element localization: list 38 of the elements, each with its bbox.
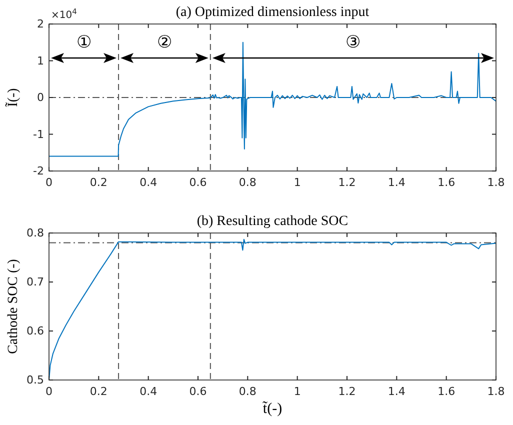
- x-tick-label: 1.4: [388, 385, 406, 398]
- annotation: ①: [76, 32, 92, 52]
- y-tick-label: -1: [33, 128, 44, 141]
- x-tick-label: 1.2: [338, 385, 356, 398]
- y-tick-label: 0.6: [26, 324, 44, 338]
- x-tick-label: 1: [294, 176, 301, 189]
- x-tick-label: 1.4: [388, 176, 406, 189]
- x-tick-label: 1.6: [438, 385, 456, 398]
- x-tick-label: 0: [46, 385, 52, 398]
- chart-title: (a) Optimized dimensionless input: [176, 5, 370, 20]
- x-tick-label: 1.8: [487, 176, 505, 189]
- y-tick-label: -2: [33, 164, 44, 178]
- x-tick-label: 1.2: [338, 176, 356, 189]
- x-tick-label: 0.6: [189, 385, 207, 398]
- annotation: ②: [156, 32, 172, 52]
- x-tick-label: 0: [46, 176, 52, 189]
- text: ×10$^{4}$: [51, 6, 78, 21]
- x-tick-label: 0.2: [90, 176, 108, 189]
- x-tick-label: 0.8: [238, 176, 256, 189]
- y-tick-label: 0.5: [26, 374, 44, 386]
- y-tick-label: 0.7: [26, 276, 44, 288]
- x-tick-label: 1.8: [487, 385, 505, 398]
- x-tick-label: 1.6: [438, 176, 456, 189]
- y-tick-label: 0: [37, 91, 44, 104]
- x-axis-title: t̃(-): [262, 400, 282, 417]
- y-tick-label: 1: [37, 54, 44, 68]
- y-axis-title: Ĩ(-): [5, 88, 21, 107]
- x-tick-label: 0.4: [140, 176, 158, 189]
- x-tick-label: 0.4: [140, 385, 158, 398]
- x-tick-label: 0.2: [90, 385, 108, 398]
- y-tick-label: 0.8: [26, 226, 44, 240]
- x-tick-label: 0.8: [238, 385, 256, 398]
- y-tick-label: 2: [37, 18, 44, 30]
- chart-title: (b) Resulting cathode SOC: [196, 214, 348, 229]
- annotation: ③: [346, 32, 361, 52]
- x-tick-label: 0.6: [189, 176, 207, 189]
- x-tick-label: 1: [294, 385, 301, 398]
- y-axis-title: Cathode SOC (-): [6, 258, 21, 354]
